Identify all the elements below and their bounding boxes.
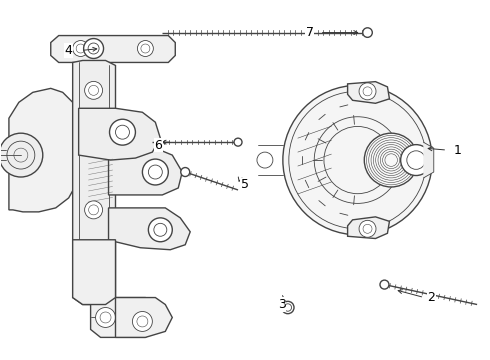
Circle shape (234, 138, 242, 146)
Circle shape (132, 311, 152, 332)
Circle shape (85, 81, 102, 99)
Circle shape (181, 167, 190, 176)
Circle shape (96, 307, 116, 328)
Circle shape (363, 28, 372, 37)
Polygon shape (347, 217, 390, 239)
Circle shape (359, 220, 376, 237)
Text: 7: 7 (306, 26, 314, 39)
Polygon shape (423, 142, 434, 178)
Circle shape (84, 39, 103, 58)
Polygon shape (347, 82, 390, 103)
Circle shape (85, 201, 102, 219)
Polygon shape (51, 36, 175, 62)
Polygon shape (73, 240, 116, 305)
Circle shape (143, 159, 168, 185)
Circle shape (85, 271, 102, 289)
Polygon shape (108, 148, 182, 195)
Polygon shape (91, 298, 155, 337)
Text: 1: 1 (453, 144, 461, 157)
Circle shape (257, 152, 273, 168)
Circle shape (148, 218, 172, 242)
Circle shape (130, 307, 150, 328)
Circle shape (0, 133, 43, 177)
Circle shape (282, 301, 294, 314)
Text: 4: 4 (65, 44, 73, 57)
Circle shape (137, 41, 153, 57)
Circle shape (380, 280, 389, 289)
Polygon shape (9, 88, 78, 212)
Polygon shape (116, 298, 172, 337)
Circle shape (359, 83, 376, 100)
Circle shape (364, 133, 418, 187)
Circle shape (401, 145, 432, 176)
Polygon shape (73, 60, 116, 305)
Text: 6: 6 (154, 139, 162, 152)
Text: 5: 5 (241, 179, 249, 192)
Circle shape (283, 85, 432, 235)
Text: 3: 3 (278, 298, 286, 311)
Circle shape (110, 119, 135, 145)
Text: 2: 2 (427, 291, 435, 304)
Circle shape (73, 41, 89, 57)
Polygon shape (108, 208, 190, 250)
Polygon shape (78, 108, 160, 160)
